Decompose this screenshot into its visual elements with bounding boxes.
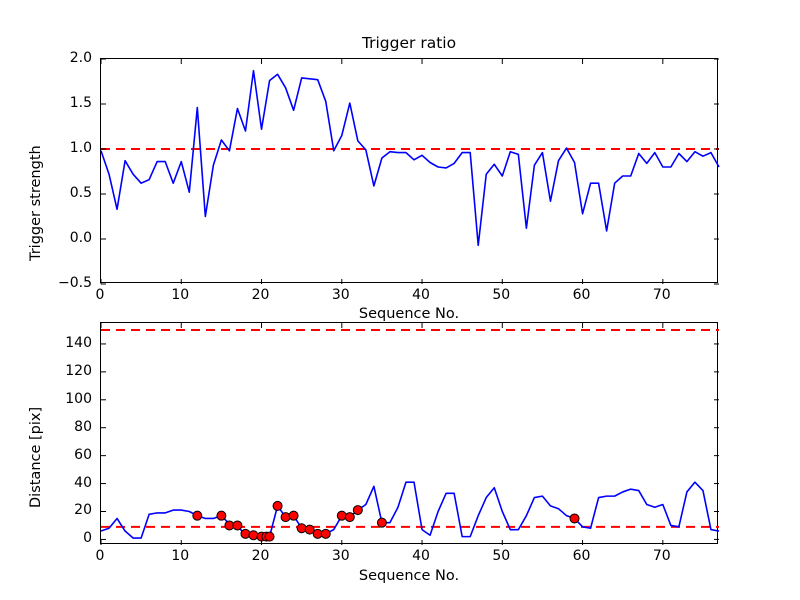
y-tick-label: 60: [74, 446, 92, 463]
data-marker: [288, 510, 299, 521]
data-marker: [264, 531, 275, 542]
data-marker: [240, 528, 251, 539]
data-marker: [304, 524, 315, 535]
y-tick-label: 100: [65, 390, 92, 407]
data-marker: [280, 512, 291, 523]
x-tick-label: 10: [171, 548, 190, 564]
data-line: [100, 69, 720, 247]
x-axis-label-top: Sequence No.: [358, 306, 460, 322]
chart-trigger-ratio: Trigger ratio: [100, 34, 720, 285]
x-tick-label: 20: [251, 548, 270, 564]
y-tick-label: 0.0: [69, 230, 92, 246]
data-marker: [376, 517, 387, 528]
x-axis-label-bottom: Sequence No.: [358, 568, 460, 584]
x-tick-label: 60: [572, 287, 591, 303]
x-tick-label: 70: [652, 287, 671, 303]
data-line: [100, 481, 720, 539]
x-tick-label: 50: [492, 548, 511, 564]
y-tick-label: 1.0: [69, 140, 92, 156]
y-axis-label-distance: Distance [pix]: [28, 406, 44, 508]
data-marker: [569, 513, 580, 524]
x-tick-label: 50: [492, 287, 511, 303]
x-tick-label: 40: [412, 287, 430, 303]
y-tick-label: 2.0: [69, 50, 92, 66]
data-marker: [336, 510, 347, 521]
data-marker: [352, 505, 363, 516]
x-tick-label: 40: [412, 548, 430, 564]
x-tick-label: 30: [331, 287, 350, 303]
x-tick-label: 20: [251, 287, 270, 303]
chart-distance: [100, 322, 720, 545]
y-tick-label: 1.5: [69, 95, 92, 111]
y-tick-label: 0.5: [69, 185, 92, 201]
data-marker: [248, 530, 259, 541]
chart-title-trigger-ratio: Trigger ratio: [361, 34, 457, 52]
data-marker: [344, 512, 355, 523]
x-tick-label: 30: [331, 548, 350, 564]
y-tick-label: 40: [74, 474, 92, 491]
y-tick-label: 80: [74, 418, 92, 435]
y-tick-label: 140: [65, 334, 92, 351]
data-marker: [272, 500, 283, 511]
x-tick-label: 60: [572, 548, 591, 564]
y-tick-label: 120: [65, 362, 92, 379]
x-tick-label: 10: [171, 287, 190, 303]
data-marker: [232, 520, 243, 531]
y-tick-label: −0.5: [58, 275, 92, 291]
x-tick-label: 70: [652, 548, 671, 564]
data-marker: [296, 523, 307, 534]
y-axis-label-trigger-strength: Trigger strength: [28, 145, 44, 261]
plot-area-trigger-ratio: [100, 58, 720, 285]
y-tick-label: 20: [74, 502, 92, 519]
plot-area-distance: [100, 323, 720, 545]
data-marker: [216, 510, 227, 521]
data-marker: [320, 528, 331, 539]
y-tick-label: 0: [83, 530, 92, 547]
x-tick-label: 0: [95, 287, 105, 303]
data-marker: [192, 510, 203, 521]
x-tick-label: 0: [95, 548, 105, 564]
